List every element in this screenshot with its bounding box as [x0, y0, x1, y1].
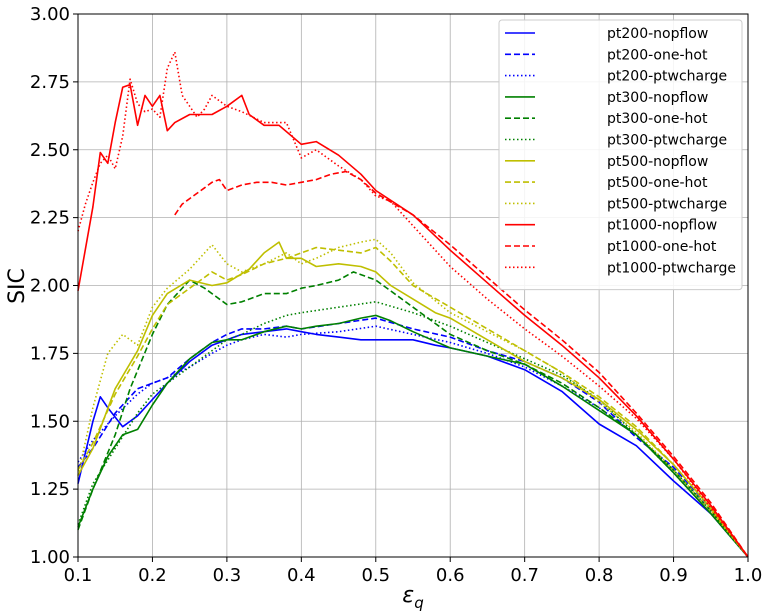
- y-tick-label: 2.25: [30, 208, 70, 229]
- series-line-pt1000-nopflow: [77, 83, 749, 558]
- x-axis-label-subscript: q: [414, 594, 424, 612]
- x-tick-label: 0.4: [287, 565, 316, 586]
- y-tick-label: 2.50: [30, 140, 70, 161]
- series-line-pt300-one-hot: [77, 271, 749, 558]
- series-line-pt1000-one-hot: [174, 170, 749, 558]
- x-tick-label: 1.0: [734, 565, 763, 586]
- x-axis-ticks: 0.1 0.2 0.3 0.4 0.5 0.6 0.7 0.8 0.9 1.0: [64, 557, 763, 586]
- x-tick-label: 0.2: [138, 565, 167, 586]
- series-line-pt300-nopflow: [77, 314, 749, 558]
- series-line-pt200-nopflow: [77, 328, 749, 558]
- y-axis-ticks: 1.00 1.25 1.50 1.75 2.00 2.25 2.50 2.75 3.00: [30, 4, 78, 568]
- x-tick-label: 0.7: [510, 565, 539, 586]
- legend-label-pt1000-nopflow: pt1000-nopflow: [607, 218, 717, 234]
- y-tick-label: 1.75: [30, 343, 70, 364]
- x-axis-label: εq: [402, 583, 423, 612]
- y-tick-label: 2.75: [30, 72, 70, 93]
- legend: pt200-nopflow pt200-one-hot pt200-ptwcharg…: [498, 19, 743, 291]
- y-tick-label: 1.50: [30, 411, 70, 432]
- x-tick-label: 0.9: [659, 565, 688, 586]
- legend-label-pt300-one-hot: pt300-one-hot: [607, 111, 708, 127]
- y-tick-label: 1.25: [30, 479, 70, 500]
- series-line-pt500-nopflow: [77, 241, 749, 558]
- x-tick-label: 0.6: [436, 565, 465, 586]
- legend-label-pt500-one-hot: pt500-one-hot: [607, 175, 708, 191]
- y-tick-label: 2.00: [30, 276, 70, 297]
- legend-label-pt1000-one-hot: pt1000-one-hot: [607, 239, 717, 255]
- y-tick-label: 1.00: [30, 547, 70, 568]
- x-tick-label: 0.8: [585, 565, 614, 586]
- y-tick-label: 3.00: [30, 4, 70, 25]
- series-layer: [77, 51, 749, 558]
- y-axis-label: SIC: [5, 268, 30, 304]
- legend-label-pt300-nopflow: pt300-nopflow: [607, 90, 708, 106]
- legend-box: [498, 19, 743, 291]
- legend-label-pt200-nopflow: pt200-nopflow: [607, 26, 708, 42]
- series-line-pt500-one-hot: [77, 246, 749, 558]
- x-tick-label: 0.3: [213, 565, 242, 586]
- x-axis-label-symbol: ε: [402, 583, 414, 608]
- series-line-pt200-ptwcharge: [77, 325, 749, 558]
- legend-label-pt1000-ptwcharge: pt1000-ptwcharge: [607, 260, 736, 276]
- legend-label-pt300-ptwcharge: pt300-ptwcharge: [607, 133, 727, 149]
- legend-label-pt500-nopflow: pt500-nopflow: [607, 154, 708, 170]
- legend-label-pt200-ptwcharge: pt200-ptwcharge: [607, 69, 727, 85]
- x-tick-label: 0.1: [64, 565, 93, 586]
- x-tick-label: 0.5: [361, 565, 390, 586]
- legend-label-pt200-one-hot: pt200-one-hot: [607, 47, 708, 63]
- legend-label-pt500-ptwcharge: pt500-ptwcharge: [607, 196, 727, 212]
